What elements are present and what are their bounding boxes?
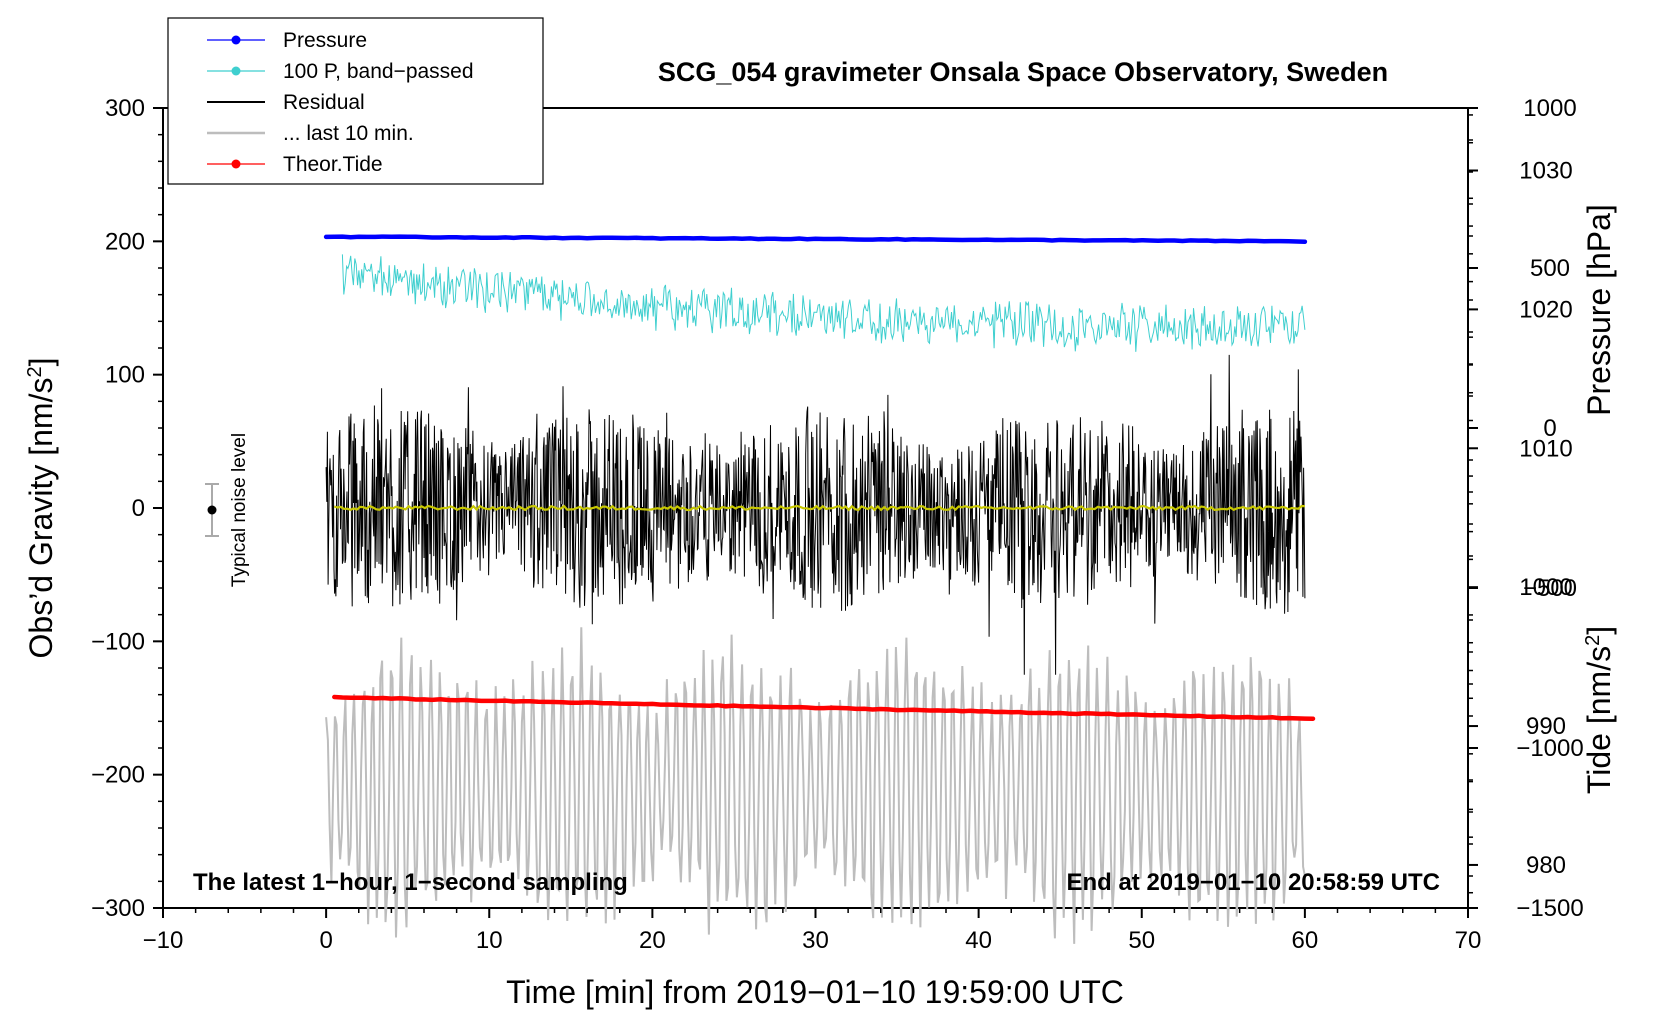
x-tick-label: −10 — [143, 927, 184, 954]
legend-item: Theor.Tide — [207, 153, 383, 176]
noise-dot — [207, 505, 217, 515]
pressure-tick-label: 1030 — [1519, 158, 1572, 185]
legend-item: 100 P, band−passed — [207, 60, 474, 83]
series-pressure — [323, 234, 1308, 244]
legend-label: Residual — [283, 91, 365, 114]
series-last-10-min — [325, 627, 1306, 944]
y-tick-label: 300 — [105, 95, 145, 122]
series-100p-band-passed — [341, 254, 1306, 352]
pressure-tick-label: 1010 — [1519, 435, 1572, 462]
legend-label: 100 P, band−passed — [283, 60, 474, 83]
series-theor-tide — [332, 694, 1316, 721]
noise-label: Typical noise level — [229, 433, 250, 587]
legend: Pressure 100 P, band−passed Residual ... la… — [167, 17, 544, 185]
tide-tick-label: 500 — [1530, 255, 1570, 282]
x-tick-label: 30 — [802, 927, 829, 954]
legend-items: Pressure 100 P, band−passed Residual ... la… — [207, 29, 474, 176]
pressure-tick-label: 1020 — [1519, 296, 1572, 323]
x-tick-label: 10 — [476, 927, 503, 954]
x-tick-label: 60 — [1292, 927, 1319, 954]
y-axis-title-tide: Tide [nm/s2] — [1581, 626, 1617, 794]
y-tick-label: 200 — [105, 228, 145, 255]
legend-label: Pressure — [283, 29, 367, 52]
series-residual-mean — [334, 504, 1305, 512]
tide-tick-label: −500 — [1523, 575, 1577, 602]
tide-tick-label: −1000 — [1516, 735, 1583, 762]
x-tick-label: 70 — [1455, 927, 1482, 954]
x-axis-title: Time [min] from 2019−01−10 19:59:00 UTC — [506, 974, 1124, 1010]
pressure-tick-label: 1000 — [1519, 574, 1572, 601]
noise-level-indicator: Typical noise level — [205, 433, 250, 587]
annotation-right: End at 2019−01−10 20:58:59 UTC — [1066, 869, 1440, 896]
y-tick-label: 0 — [132, 495, 145, 522]
tide-tick-label: 0 — [1543, 415, 1556, 442]
x-tick-label: 0 — [319, 927, 332, 954]
legend-label: ... last 10 min. — [283, 122, 414, 145]
y-tick-label: −200 — [91, 762, 145, 789]
annotation-left: The latest 1−hour, 1−second sampling — [193, 869, 628, 896]
y-axis-title-left: Obs’d Gravity [nm/s2] — [23, 358, 59, 659]
legend-swatch-dot — [231, 35, 241, 45]
x-tick-label: 50 — [1128, 927, 1155, 954]
legend-item: Residual — [207, 91, 365, 114]
pressure-tick-label: 990 — [1526, 713, 1566, 740]
tide-tick-label: 1000 — [1523, 95, 1576, 122]
legend-label: Theor.Tide — [283, 153, 383, 176]
x-tick-label: 40 — [965, 927, 992, 954]
tide-tick-label: −1500 — [1516, 895, 1583, 922]
pressure-tick-label: 980 — [1526, 852, 1566, 879]
legend-item: ... last 10 min. — [207, 122, 414, 145]
y-axis-title-pressure: Pressure [hPa] — [1581, 204, 1617, 416]
series-layer — [323, 234, 1316, 944]
y-tick-label: −300 — [91, 895, 145, 922]
legend-swatch-dot — [231, 66, 241, 76]
legend-item: Pressure — [207, 29, 367, 52]
legend-swatch-dot — [231, 159, 241, 169]
x-tick-label: 20 — [639, 927, 666, 954]
y-tick-label: 100 — [105, 362, 145, 389]
series-residual — [325, 354, 1306, 675]
ticks-layer: −10 0 10 20 30 40 50 60 703002001000−100−200−300… — [91, 95, 1584, 954]
y-tick-label: −100 — [91, 628, 145, 655]
chart-title: SCG_054 gravimeter Onsala Space Observat… — [658, 57, 1388, 87]
